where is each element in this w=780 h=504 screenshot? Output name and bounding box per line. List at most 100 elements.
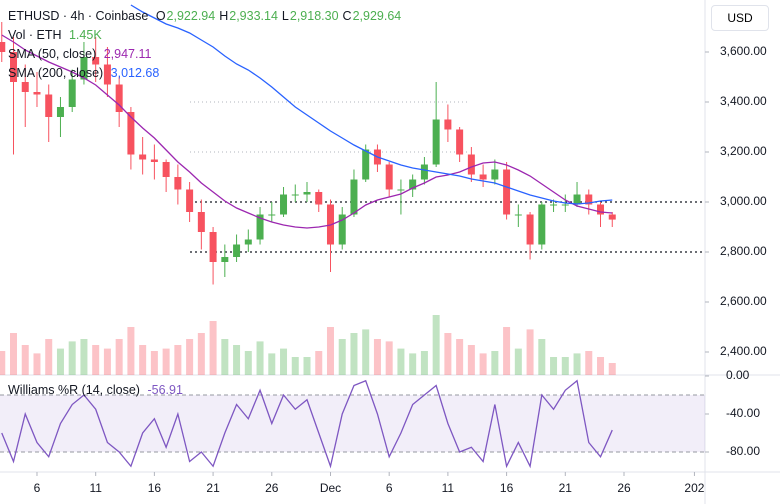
candle-body <box>409 179 417 190</box>
candle-body <box>197 212 205 232</box>
volume-bar <box>150 351 158 375</box>
volume-bar <box>92 345 100 375</box>
candle-body <box>244 239 252 245</box>
candle-body <box>491 169 499 180</box>
volume-bar <box>585 351 593 375</box>
candle-body <box>268 214 276 216</box>
volume-bar <box>303 357 311 375</box>
x-tick-label: 26 <box>265 481 279 495</box>
volume-bar <box>514 348 522 375</box>
candle-body <box>174 177 182 190</box>
volume-bar <box>10 333 18 375</box>
volume-bar <box>33 353 41 375</box>
candle-body <box>103 64 111 85</box>
candle-body <box>503 169 511 215</box>
y-tick-label: 3,200.00 <box>720 144 767 158</box>
x-tick-label: 21 <box>206 481 220 495</box>
volume-bar <box>244 351 252 375</box>
candle-body <box>479 174 487 180</box>
y-tick-label: 3,600.00 <box>720 44 767 58</box>
sma-name: SMA (200, close) <box>8 66 104 80</box>
oscillator-line <box>1 379 613 469</box>
volume-bar <box>21 345 29 375</box>
volume-bar <box>45 339 53 375</box>
volume-bar <box>221 339 229 375</box>
x-tick-label: 11 <box>442 481 455 495</box>
volume-bar <box>103 348 111 375</box>
candle-body <box>139 154 147 160</box>
ohlc-values: O2,922.94 H2,933.14 L2,918.30 C2,929.64 <box>156 9 405 23</box>
volume-bar <box>115 339 123 375</box>
candle-body <box>303 192 311 195</box>
volume-bar <box>338 339 346 375</box>
y2-tick-label: -80.00 <box>726 444 760 458</box>
oscillator-legend: Williams %R (14, close) -56.91 <box>8 383 187 397</box>
candle-body <box>514 214 522 216</box>
volume-bar <box>573 353 581 375</box>
x-tick-label: 6 <box>386 481 393 495</box>
x-tick-label: Dec <box>320 481 341 495</box>
candle-body <box>291 194 299 196</box>
volume-bar <box>467 345 475 375</box>
candle-body <box>0 42 6 52</box>
x-tick-label: 202 <box>684 481 704 495</box>
candle-body <box>526 214 534 245</box>
candle-body <box>233 244 241 257</box>
candle-body <box>56 107 64 117</box>
volume-bar <box>139 345 147 375</box>
symbol: ETHUSD · 4h · Coinbase <box>8 9 149 23</box>
candle-body <box>397 189 405 191</box>
y2-tick-label: 0.00 <box>726 368 750 382</box>
volume-bar <box>280 348 288 375</box>
candle-body <box>280 194 288 215</box>
volume-bar <box>373 339 381 375</box>
volume-bar <box>186 339 194 375</box>
x-tick-label: 6 <box>34 481 41 495</box>
currency-button[interactable]: USD <box>711 5 769 31</box>
volume-legend: Vol · ETH 1.45K <box>8 28 106 42</box>
candle-body <box>420 164 428 180</box>
volume-bar <box>197 333 205 375</box>
volume-bar <box>209 321 217 375</box>
candle-body <box>33 92 41 95</box>
ohlc-key: O <box>155 9 166 23</box>
candle-body <box>550 204 558 206</box>
ohlc-value: 2,929.64 <box>352 9 402 23</box>
volume-bar <box>479 353 487 375</box>
candle-body <box>162 162 170 177</box>
y-tick-label: 3,000.00 <box>720 194 767 208</box>
volume-name: Vol · ETH <box>8 28 62 42</box>
x-tick-label: 26 <box>617 481 631 495</box>
sma-line <box>130 4 613 205</box>
ohlc-legend: ETHUSD · 4h · Coinbase O2,922.94 H2,933.1… <box>8 9 409 23</box>
oscillator-band <box>0 395 705 452</box>
volume-bar <box>385 341 393 375</box>
ohlc-value: 2,933.14 <box>229 9 278 23</box>
volume-bar <box>256 341 264 375</box>
candle-body <box>186 189 194 212</box>
candle-body <box>150 159 158 162</box>
candle-body <box>585 194 593 205</box>
candle-body <box>21 82 29 92</box>
volume-bar <box>326 327 334 375</box>
x-tick-label: 16 <box>148 481 162 495</box>
y-tick-label: 2,800.00 <box>720 244 767 258</box>
oscillator-name: Williams %R (14, close) <box>8 383 140 397</box>
volume-bar <box>291 357 299 375</box>
sma-last: 3,012.68 <box>110 66 160 80</box>
candle-body <box>561 204 569 206</box>
volume-bar <box>538 339 546 375</box>
candle-body <box>338 214 346 245</box>
candle-body <box>467 154 475 175</box>
y-tick-label: 2,600.00 <box>720 294 767 308</box>
candle-body <box>315 192 323 205</box>
candle-body <box>456 129 464 155</box>
volume-bar <box>409 353 417 375</box>
candle-body <box>127 112 135 155</box>
volume-last: 1.45K <box>68 28 102 42</box>
volume-bar <box>362 329 370 375</box>
y2-tick-label: -40.00 <box>726 406 760 420</box>
candle-body <box>45 94 53 117</box>
volume-bar <box>174 345 182 375</box>
